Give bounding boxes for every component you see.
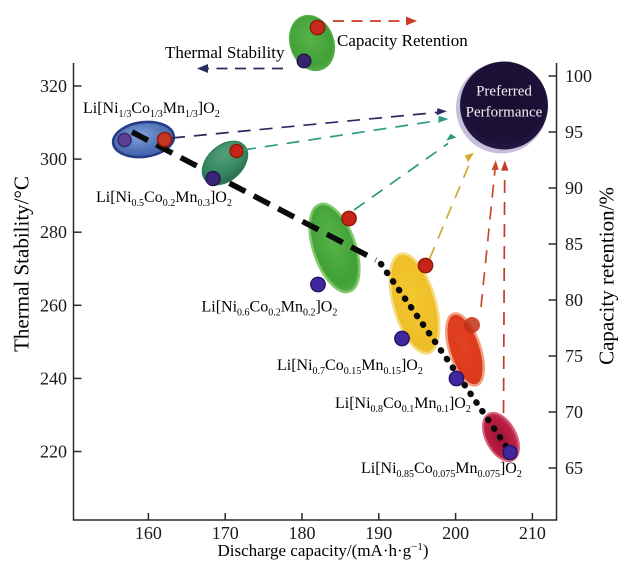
svg-text:70: 70 [565,402,583,422]
svg-text:320: 320 [40,76,67,96]
svg-text:210: 210 [519,523,546,543]
svg-text:Capacity retention/%: Capacity retention/% [595,187,619,365]
svg-text:240: 240 [40,368,67,388]
svg-text:Li[Ni0.8Co0.1Mn0.1]O2: Li[Ni0.8Co0.1Mn0.1]O2 [335,395,471,415]
svg-text:160: 160 [135,523,162,543]
svg-text:80: 80 [565,290,583,310]
svg-text:Li[Ni0.7Co0.15Mn0.15]O2: Li[Ni0.7Co0.15Mn0.15]O2 [277,357,423,377]
svg-text:Li[Ni0.85Co0.075Mn0.075]O2: Li[Ni0.85Co0.075Mn0.075]O2 [361,460,522,480]
svg-text:Li[Ni1/3Co1/3Mn1/3]O2: Li[Ni1/3Co1/3Mn1/3]O2 [83,100,220,120]
svg-text:280: 280 [40,222,67,242]
svg-text:Preferred: Preferred [476,84,532,100]
svg-text:190: 190 [365,523,392,543]
svg-text:Discharge capacity/(mA·h·g−1): Discharge capacity/(mA·h·g−1) [217,541,428,560]
svg-text:Li[Ni0.5Co0.2Mn0.3]O2: Li[Ni0.5Co0.2Mn0.3]O2 [96,189,232,209]
svg-text:Performance: Performance [466,105,543,121]
svg-text:95: 95 [565,122,583,142]
svg-text:180: 180 [289,523,316,543]
svg-text:100: 100 [565,66,592,86]
svg-text:Li[Ni0.6Co0.2Mn0.2]O2: Li[Ni0.6Co0.2Mn0.2]O2 [202,299,338,319]
svg-text:Thermal Stability: Thermal Stability [165,43,285,62]
svg-text:260: 260 [40,295,67,315]
svg-text:Capacity Retention: Capacity Retention [337,31,468,50]
svg-text:300: 300 [40,149,67,169]
svg-text:170: 170 [212,523,239,543]
svg-text:90: 90 [565,178,583,198]
svg-text:75: 75 [565,346,583,366]
svg-text:200: 200 [442,523,469,543]
svg-text:Thermal Stability/°C: Thermal Stability/°C [10,176,34,352]
svg-text:220: 220 [40,442,67,462]
svg-text:65: 65 [565,458,583,478]
svg-text:85: 85 [565,234,583,254]
